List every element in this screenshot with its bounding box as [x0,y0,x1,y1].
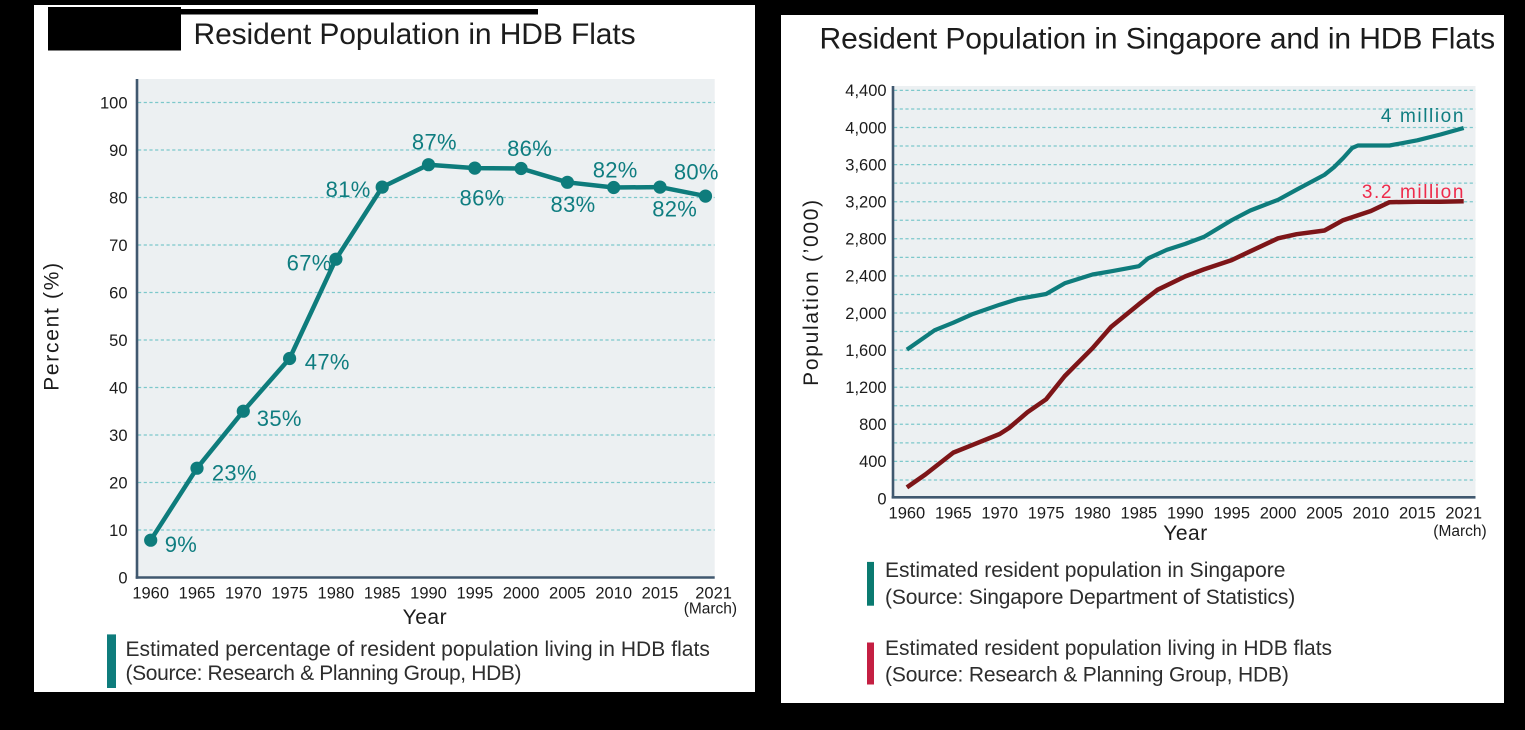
svg-text:2015: 2015 [642,584,679,602]
svg-text:4,000: 4,000 [845,119,886,137]
svg-text:86%: 86% [507,136,552,161]
svg-text:2015: 2015 [1399,504,1436,522]
svg-text:82%: 82% [593,157,638,182]
svg-text:800: 800 [859,416,887,434]
svg-text:Percent (%): Percent (%) [41,261,64,391]
svg-text:4 million: 4 million [1381,106,1465,127]
svg-text:2010: 2010 [1353,504,1390,522]
svg-text:82%: 82% [652,196,697,221]
svg-text:23%: 23% [212,460,257,485]
svg-text:2021: 2021 [695,584,732,602]
svg-text:83%: 83% [551,192,596,217]
svg-text:81%: 81% [326,177,371,202]
svg-text:1990: 1990 [410,584,447,602]
svg-text:400: 400 [859,453,887,471]
svg-text:1975: 1975 [1028,504,1065,522]
svg-text:70: 70 [109,237,127,255]
svg-text:1970: 1970 [225,584,262,602]
svg-text:Estimated resident population: Estimated resident population living in … [885,637,1332,660]
svg-text:1960: 1960 [132,584,169,602]
svg-text:3,200: 3,200 [845,194,886,212]
svg-text:2005: 2005 [549,584,586,602]
svg-text:(March): (March) [1433,523,1486,540]
svg-text:10: 10 [109,522,127,540]
svg-text:47%: 47% [305,350,350,375]
svg-text:1995: 1995 [456,584,493,602]
svg-text:1980: 1980 [1074,504,1111,522]
svg-text:1,600: 1,600 [845,342,886,360]
svg-text:9%: 9% [165,532,197,557]
svg-text:80: 80 [109,189,127,207]
svg-text:2,400: 2,400 [845,268,886,286]
svg-text:1970: 1970 [981,504,1018,522]
svg-text:2000: 2000 [503,584,540,602]
svg-text:Estimated resident population: Estimated resident population in Singapo… [885,559,1285,582]
svg-text:1965: 1965 [179,584,216,602]
svg-text:1965: 1965 [935,504,972,522]
svg-text:0: 0 [877,490,886,508]
svg-text:1990: 1990 [1167,504,1204,522]
svg-text:30: 30 [109,427,127,445]
svg-text:1985: 1985 [364,584,401,602]
svg-text:(Source: Singapore Department: (Source: Singapore Department of Statist… [885,586,1295,609]
svg-text:2010: 2010 [595,584,632,602]
svg-text:100: 100 [100,94,128,112]
svg-text:87%: 87% [412,129,457,154]
svg-text:(Source: Research & Planning G: (Source: Research & Planning Group, HDB) [885,664,1289,687]
svg-text:Year: Year [1163,522,1207,545]
svg-text:1960: 1960 [889,504,926,522]
svg-text:(Source: Research & Planning G: (Source: Research & Planning Group, HDB) [126,662,522,685]
svg-text:Population (’000): Population (’000) [800,198,823,386]
svg-text:1985: 1985 [1121,504,1158,522]
svg-text:40: 40 [109,379,127,397]
svg-text:Resident Population in HDB Fla: Resident Population in HDB Flats [194,18,636,51]
svg-text:1,200: 1,200 [845,379,886,397]
svg-text:86%: 86% [460,186,505,211]
svg-text:4,400: 4,400 [845,82,886,100]
svg-text:Resident Population in Singapo: Resident Population in Singapore and in … [820,23,1496,56]
svg-text:3.2 million: 3.2 million [1362,182,1465,203]
svg-text:2000: 2000 [1260,504,1297,522]
svg-text:Year: Year [403,606,447,629]
svg-text:90: 90 [109,142,127,160]
svg-text:35%: 35% [257,406,302,431]
svg-text:67%: 67% [287,251,332,276]
svg-text:0: 0 [118,569,127,587]
svg-text:3,600: 3,600 [845,156,886,174]
svg-text:20: 20 [109,474,127,492]
svg-text:Estimated percentage of reside: Estimated percentage of resident populat… [126,638,710,661]
svg-text:80%: 80% [674,160,719,185]
svg-text:2,800: 2,800 [845,231,886,249]
svg-text:1975: 1975 [271,584,308,602]
svg-text:1995: 1995 [1213,504,1250,522]
svg-text:50: 50 [109,332,127,350]
svg-text:(March): (March) [684,601,737,618]
svg-text:2021: 2021 [1445,504,1482,522]
svg-text:2005: 2005 [1306,504,1343,522]
svg-text:60: 60 [109,284,127,302]
svg-text:2,000: 2,000 [845,305,886,323]
svg-text:1980: 1980 [318,584,355,602]
